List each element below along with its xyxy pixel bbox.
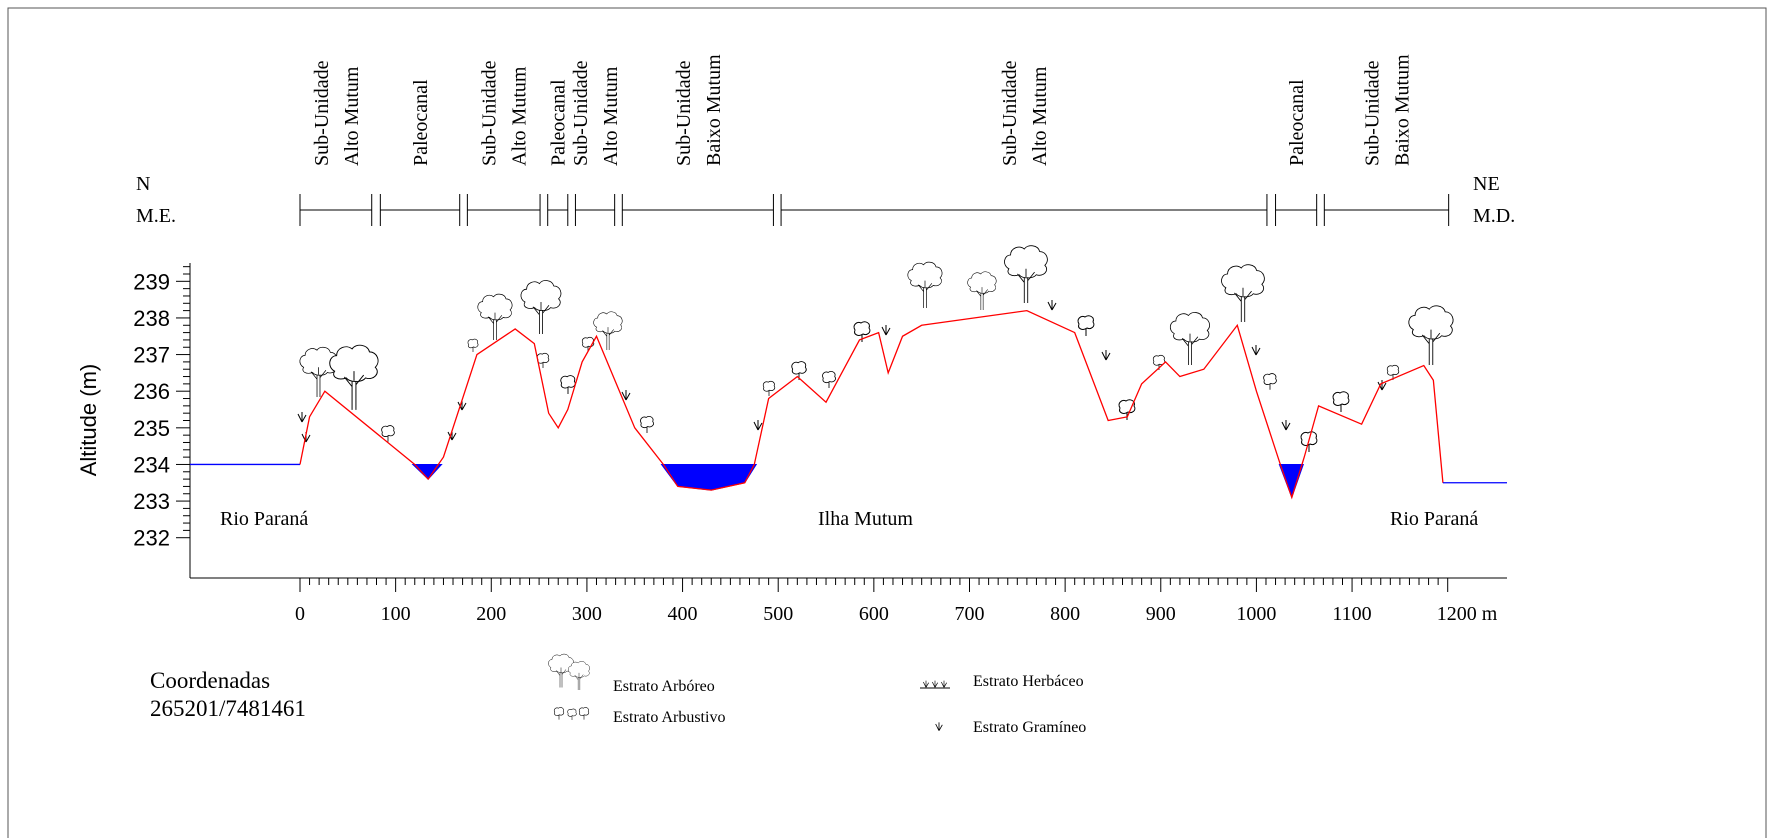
x-tick-label: 600 (859, 603, 889, 625)
water-area (411, 463, 443, 480)
water-area (1278, 463, 1304, 499)
x-tick-label: 500 (763, 603, 793, 625)
frame (7, 7, 1767, 838)
x-tick-label: 1100 (1332, 603, 1371, 625)
x-tick-label: 1200 m (1437, 603, 1498, 625)
x-tick-label: 200 (476, 603, 506, 625)
x-tick-label: 700 (954, 603, 984, 625)
y-tick-label: 233 (133, 489, 170, 514)
vegetation (297, 245, 1454, 453)
profile-line (299, 309, 1444, 500)
water-area (660, 463, 758, 491)
direction: M.D. (1473, 205, 1515, 227)
unit-label: Paleocanal (410, 79, 432, 166)
y-tick-label: 232 (133, 526, 170, 551)
y-tick-label: 237 (133, 343, 170, 368)
direction: NE (1473, 173, 1500, 195)
annotation: Rio Paraná (1390, 508, 1478, 530)
x-tick-label: 300 (572, 603, 602, 625)
legend-label: Estrato Herbáceo (973, 673, 1084, 690)
unit-label: Alto Mutum (600, 66, 622, 166)
y-tick-label: 239 (133, 269, 170, 294)
legend-label: Estrato Arbustivo (613, 709, 725, 726)
herb-icon (920, 680, 950, 689)
x-tick-label: 800 (1050, 603, 1080, 625)
y-axis-label: Altitude (m) (76, 364, 101, 476)
y-tick-label: 236 (133, 379, 170, 404)
x-tick-label: 1000 (1236, 603, 1276, 625)
unit-label: Paleocanal (1286, 79, 1308, 166)
annotation: Ilha Mutum (818, 508, 913, 530)
x-tick-label: 900 (1146, 603, 1176, 625)
y-tick-label: 238 (133, 306, 170, 331)
x-tick-label: 0 (295, 603, 305, 625)
unit-label: Sub-Unidade (311, 60, 333, 166)
unit-label: Alto Mutum (341, 66, 363, 166)
y-tick-label: 234 (133, 452, 170, 477)
coordinates: Coordenadas (150, 668, 270, 693)
x-tick-label: 100 (381, 603, 411, 625)
unit-label: Sub-Unidade (673, 60, 695, 166)
annotation: Rio Paraná (220, 508, 308, 530)
unit-label: Paleocanal (548, 79, 570, 166)
unit-label: Sub-Unidade (570, 60, 592, 166)
unit-label: Alto Mutum (1029, 66, 1051, 166)
y-tick-label: 235 (133, 416, 170, 441)
legend-label: Estrato Arbóreo (613, 678, 715, 695)
unit-label: Sub-Unidade (1361, 60, 1383, 166)
unit-label: Baixo Mutum (1391, 54, 1413, 166)
legend-label: Estrato Gramíneo (973, 719, 1086, 736)
x-tick-label: 400 (668, 603, 698, 625)
direction: N (136, 173, 150, 195)
direction: M.E. (136, 205, 176, 227)
unit-label: Sub-Unidade (999, 60, 1021, 166)
unit-label: Sub-Unidade (479, 60, 501, 166)
unit-label: Alto Mutum (509, 66, 531, 166)
unit-label: Baixo Mutum (703, 54, 725, 166)
coordinates: 265201/7481461 (150, 696, 306, 721)
